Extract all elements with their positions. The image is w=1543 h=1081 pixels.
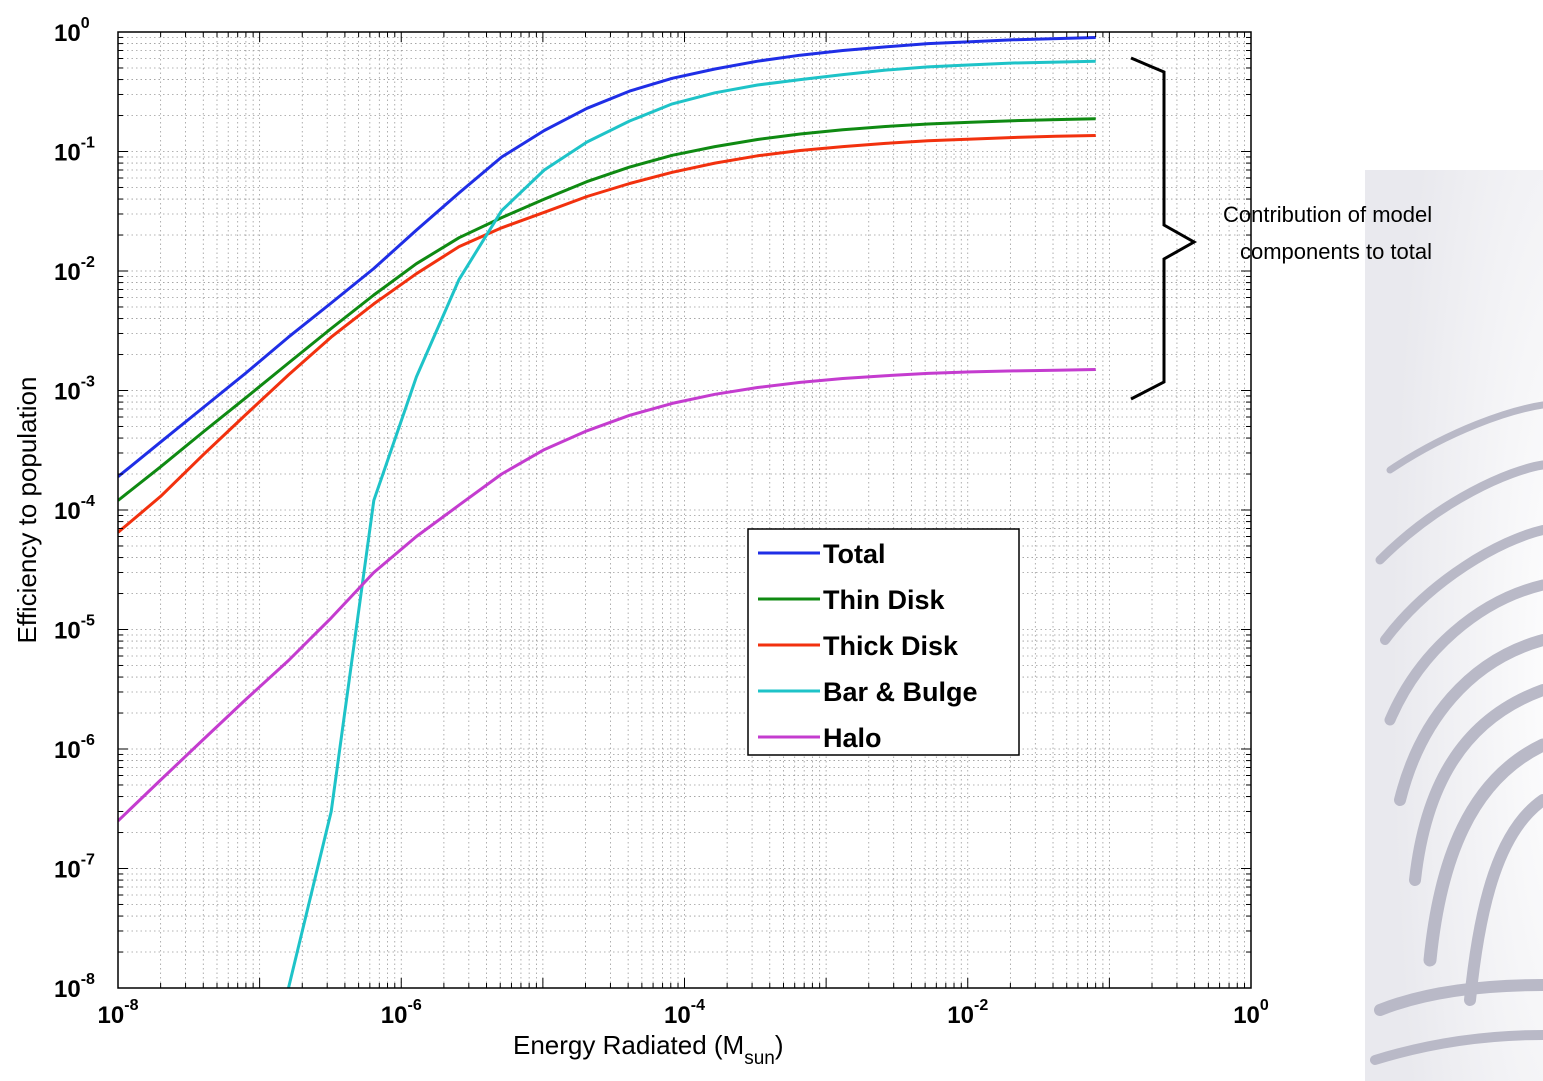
y-tick-label: 10-8	[54, 971, 95, 1003]
series-line-halo	[118, 368, 1096, 822]
series-group	[118, 36, 1096, 988]
y-tick-label-base: 10	[54, 20, 81, 47]
x-tick-label-exponent: 0	[1260, 997, 1269, 1014]
x-tick-label: 10-8	[98, 997, 139, 1029]
x-tick-label: 10-6	[381, 997, 422, 1029]
y-tick-label: 10-1	[54, 135, 95, 167]
y-tick-label-exponent: -1	[81, 135, 95, 152]
annotation-brace: Contribution of model components to tota…	[1130, 56, 1432, 401]
y-tick-label-base: 10	[54, 618, 81, 645]
y-tick-label-exponent: -2	[81, 254, 95, 271]
y-tick-label-exponent: -5	[81, 613, 95, 630]
x-tick-label: 10-2	[947, 997, 988, 1029]
y-tick-label-base: 10	[54, 140, 81, 167]
y-tick-label: 10-6	[54, 732, 95, 764]
y-tick-label-exponent: -6	[81, 732, 95, 749]
y-tick-label-exponent: -7	[81, 852, 95, 869]
y-tick-label-base: 10	[54, 498, 81, 525]
y-axis-label: Efficiency to population	[12, 377, 42, 644]
x-tick-label-exponent: -2	[974, 997, 988, 1014]
y-tick-label-base: 10	[54, 857, 81, 884]
legend-box	[747, 528, 1020, 756]
y-tick-label-base: 10	[54, 259, 81, 286]
y-tick-label-base: 10	[54, 737, 81, 764]
y-tick-label: 10-4	[54, 493, 95, 525]
y-tick-label-exponent: -3	[81, 374, 95, 391]
x-axis-label-close: )	[775, 1030, 784, 1060]
x-tick-label: 10-4	[664, 997, 705, 1029]
x-tick-label-exponent: -8	[124, 997, 138, 1014]
x-tick-label-base: 10	[98, 1002, 125, 1029]
x-axis-label-main: Energy Radiated (M	[513, 1030, 744, 1060]
annotation-text-line1: Contribution of model	[1223, 202, 1432, 227]
decorative-swirl	[1365, 170, 1543, 1081]
x-tick-label-base: 10	[664, 1002, 691, 1029]
curly-brace	[1130, 56, 1198, 401]
legend-label-halo: Halo	[823, 723, 882, 753]
y-tick-label: 10-2	[54, 254, 95, 286]
y-tick-label: 100	[54, 15, 90, 47]
x-tick-label-exponent: -6	[407, 997, 421, 1014]
x-tick-labels: 10-8 10-6 10-4 10-2 100	[98, 997, 1269, 1029]
legend-label-thick-disk: Thick Disk	[823, 631, 959, 661]
y-tick-label: 10-7	[54, 852, 95, 884]
legend-label-thin-disk: Thin Disk	[823, 585, 945, 615]
series-line-thick-disk	[118, 134, 1096, 534]
annotation-text-line2: components to total	[1240, 239, 1432, 264]
legend-label-bar-bulge: Bar & Bulge	[823, 677, 978, 707]
tick-marks	[118, 32, 1251, 988]
y-tick-label-exponent: -4	[81, 493, 95, 510]
series-line-total	[118, 36, 1096, 478]
x-tick-label-base: 10	[381, 1002, 408, 1029]
x-tick-label-base: 10	[947, 1002, 974, 1029]
series-line-thin-disk	[118, 117, 1096, 502]
x-tick-label-exponent: -4	[691, 997, 705, 1014]
y-tick-label-base: 10	[54, 379, 81, 406]
y-tick-label-exponent: 0	[81, 15, 90, 32]
legend-label-total: Total	[823, 539, 886, 569]
legend: Total Thin Disk Thick Disk Bar & Bulge Halo	[747, 528, 1020, 756]
x-tick-label-base: 10	[1233, 1002, 1260, 1029]
series-line-bar-bulge	[287, 59, 1096, 988]
y-tick-label-base: 10	[54, 976, 81, 1003]
y-tick-label: 10-5	[54, 613, 95, 645]
grid	[118, 32, 1251, 988]
x-axis-label-sub: sun	[744, 1048, 775, 1069]
y-tick-label: 10-3	[54, 374, 95, 406]
x-tick-label: 100	[1233, 997, 1269, 1029]
y-tick-label-exponent: -8	[81, 971, 95, 988]
x-axis-label: Energy Radiated (Msun)	[513, 1030, 784, 1069]
